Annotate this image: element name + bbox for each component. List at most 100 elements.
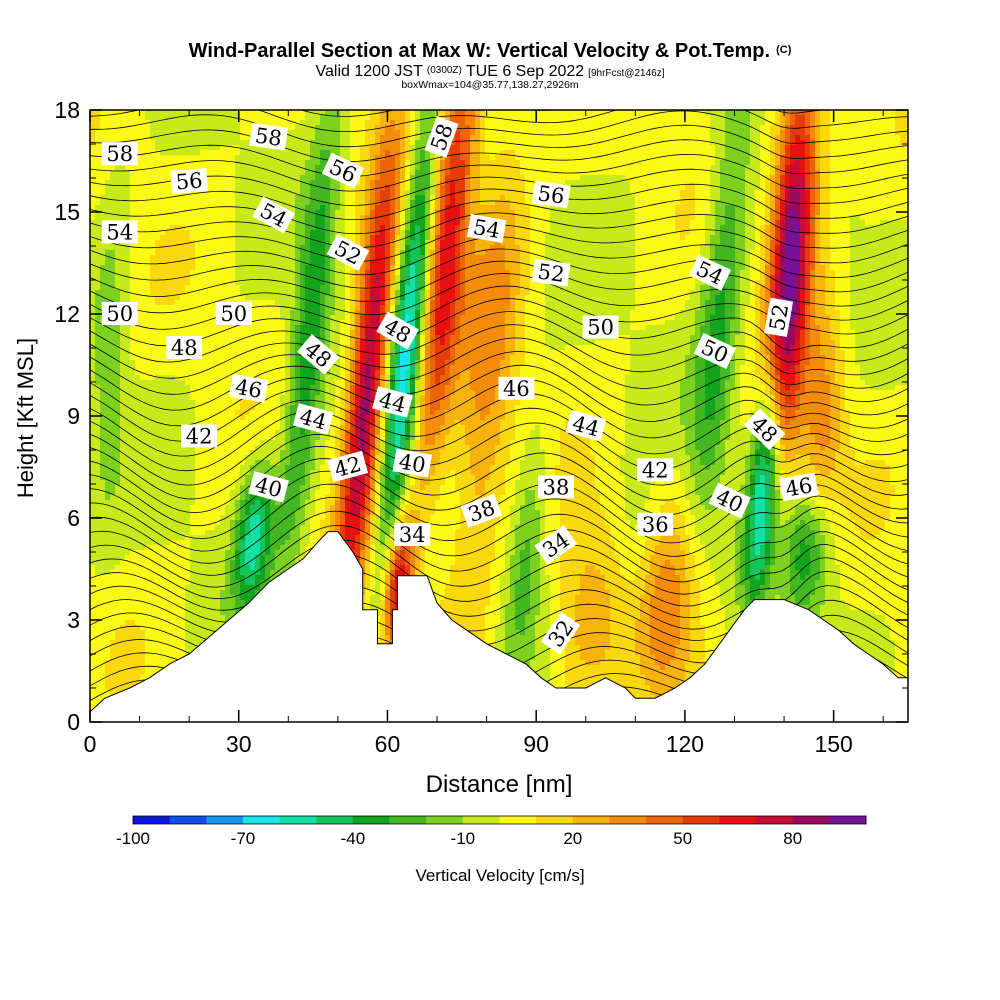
- velocity-cell: [645, 135, 651, 141]
- velocity-cell: [180, 135, 186, 141]
- velocity-cell: [825, 210, 831, 216]
- velocity-cell: [655, 205, 661, 211]
- velocity-cell: [175, 215, 181, 221]
- velocity-cell: [845, 210, 851, 216]
- velocity-cell: [390, 160, 396, 166]
- velocity-cell: [305, 145, 311, 151]
- velocity-cell: [755, 150, 761, 156]
- velocity-cell: [355, 110, 361, 116]
- velocity-cell: [310, 220, 316, 226]
- velocity-cell: [640, 150, 646, 156]
- velocity-cell: [415, 220, 421, 226]
- velocity-cell: [330, 140, 336, 146]
- velocity-cell: [615, 230, 621, 236]
- velocity-cell: [690, 200, 696, 206]
- velocity-cell: [275, 245, 281, 251]
- velocity-cell: [435, 185, 441, 191]
- velocity-cell: [820, 200, 826, 206]
- velocity-cell: [470, 125, 476, 131]
- velocity-cell: [140, 240, 146, 246]
- velocity-cell: [670, 240, 676, 246]
- velocity-cell: [175, 235, 181, 241]
- velocity-cell: [140, 145, 146, 151]
- velocity-cell: [775, 205, 781, 211]
- velocity-cell: [600, 160, 606, 166]
- velocity-cell: [140, 130, 146, 136]
- velocity-cell: [705, 235, 711, 241]
- velocity-cell: [715, 245, 721, 251]
- velocity-cell: [605, 245, 611, 251]
- velocity-cell: [135, 170, 141, 176]
- velocity-cell: [750, 245, 756, 251]
- velocity-cell: [520, 160, 526, 166]
- velocity-cell: [330, 225, 336, 231]
- velocity-cell: [645, 215, 651, 221]
- velocity-cell: [490, 155, 496, 161]
- velocity-cell: [770, 185, 776, 191]
- velocity-cell: [700, 160, 706, 166]
- velocity-cell: [255, 175, 261, 181]
- velocity-cell: [255, 155, 261, 161]
- velocity-cell: [695, 155, 701, 161]
- velocity-cell: [820, 155, 826, 161]
- velocity-cell: [210, 255, 216, 261]
- velocity-cell: [585, 200, 591, 206]
- velocity-cell: [190, 200, 196, 206]
- velocity-cell: [255, 115, 261, 121]
- velocity-cell: [770, 125, 776, 131]
- velocity-cell: [490, 180, 496, 186]
- velocity-cell: [660, 210, 666, 216]
- velocity-cell: [865, 150, 871, 156]
- velocity-cell: [815, 225, 821, 231]
- velocity-cell: [895, 225, 901, 231]
- velocity-cell: [525, 220, 531, 226]
- velocity-cell: [375, 220, 381, 226]
- velocity-cell: [790, 220, 796, 226]
- velocity-cell: [845, 225, 851, 231]
- velocity-cell: [365, 165, 371, 171]
- velocity-cell: [550, 215, 556, 221]
- velocity-cell: [705, 140, 711, 146]
- velocity-cell: [790, 175, 796, 181]
- velocity-cell: [210, 225, 216, 231]
- velocity-cell: [765, 125, 771, 131]
- velocity-cell: [275, 190, 281, 196]
- velocity-cell: [680, 240, 686, 246]
- velocity-cell: [825, 115, 831, 121]
- velocity-cell: [230, 145, 236, 151]
- velocity-cell: [770, 130, 776, 136]
- velocity-cell: [165, 120, 171, 126]
- velocity-cell: [830, 230, 836, 236]
- velocity-cell: [515, 230, 521, 236]
- velocity-cell: [780, 250, 786, 256]
- velocity-cell: [605, 190, 611, 196]
- velocity-cell: [135, 125, 141, 131]
- velocity-cell: [730, 150, 736, 156]
- velocity-cell: [845, 235, 851, 241]
- velocity-cell: [330, 195, 336, 201]
- velocity-cell: [210, 140, 216, 146]
- velocity-cell: [715, 190, 721, 196]
- velocity-cell: [420, 155, 426, 161]
- velocity-cell: [690, 215, 696, 221]
- velocity-cell: [150, 175, 156, 181]
- velocity-cell: [650, 165, 656, 171]
- velocity-cell: [450, 110, 456, 116]
- velocity-cell: [870, 245, 876, 251]
- velocity-cell: [520, 125, 526, 131]
- velocity-cell: [650, 145, 656, 151]
- velocity-cell: [470, 245, 476, 251]
- velocity-cell: [155, 195, 161, 201]
- velocity-cell: [145, 210, 151, 216]
- velocity-cell: [210, 135, 216, 141]
- velocity-cell: [225, 230, 231, 236]
- velocity-cell: [425, 195, 431, 201]
- velocity-cell: [805, 205, 811, 211]
- velocity-cell: [665, 235, 671, 241]
- velocity-cell: [550, 235, 556, 241]
- velocity-cell: [325, 205, 331, 211]
- velocity-cell: [485, 190, 491, 196]
- velocity-cell: [360, 230, 366, 236]
- velocity-cell: [810, 190, 816, 196]
- velocity-cell: [150, 190, 156, 196]
